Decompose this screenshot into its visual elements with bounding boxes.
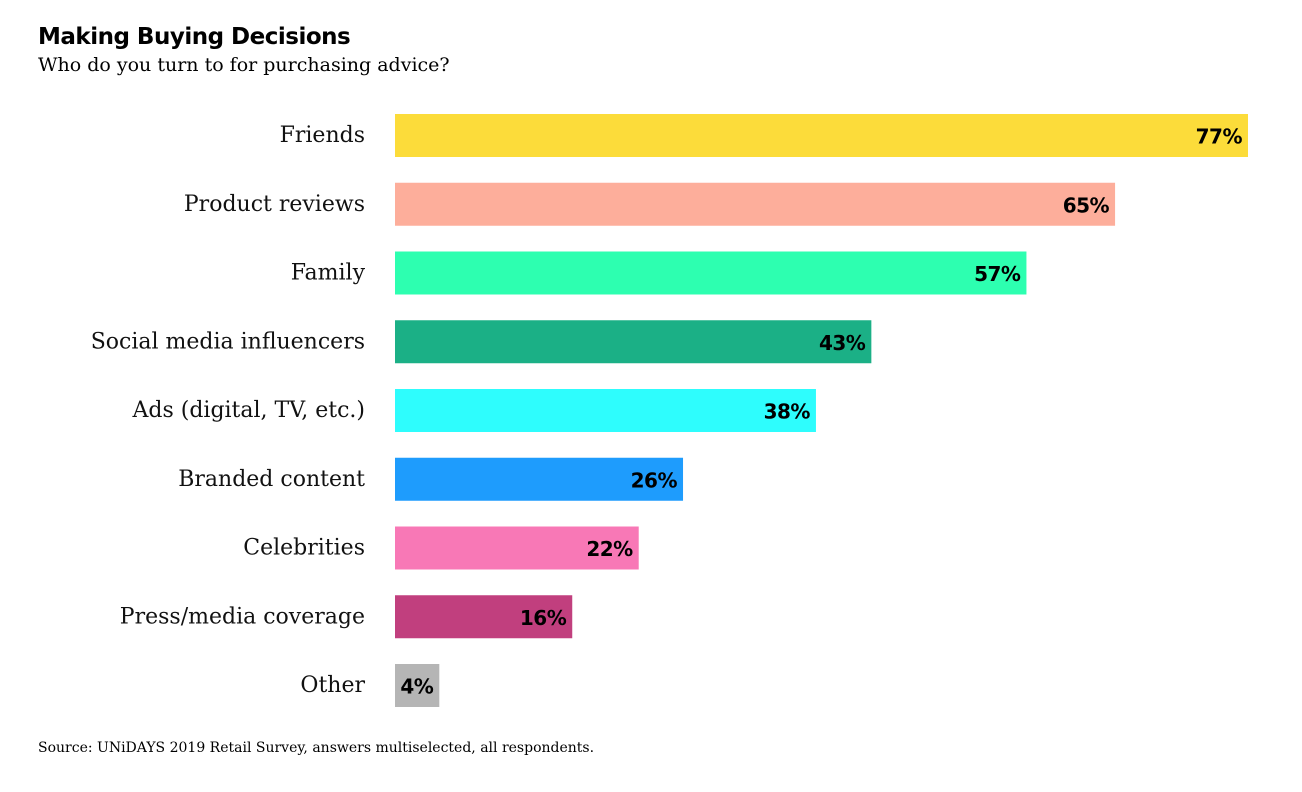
value-label: 4% [400,675,433,699]
category-label: Press/media coverage [120,604,365,629]
category-label: Product reviews [184,192,365,217]
bar [395,457,684,501]
category-label: Social media influencers [91,329,365,354]
category-label: Friends [280,123,365,148]
value-label: 43% [819,331,866,355]
category-label: Family [291,261,366,286]
category-label: Ads (digital, TV, etc.) [131,398,365,423]
bar [395,320,872,364]
value-label: 77% [1196,125,1243,149]
value-label: 38% [764,400,811,424]
category-label: Celebrities [243,536,365,561]
bar [395,664,440,707]
chart-title: Making Buying Decisions [38,24,351,50]
bar [395,595,573,639]
value-label: 57% [974,262,1021,286]
source-note: Source: UNiDAYS 2019 Retail Survey, answ… [38,740,595,756]
category-label: Branded content [178,467,365,492]
bar [395,251,1027,295]
value-label: 26% [631,468,678,492]
bar [395,114,1248,157]
bar [395,182,1116,226]
value-label: 65% [1063,193,1110,217]
bar [395,389,816,432]
bar [395,526,639,570]
value-label: 22% [586,537,633,561]
category-label: Other [300,673,365,698]
chart-subtitle: Who do you turn to for purchasing advice… [38,54,450,76]
value-label: 16% [520,606,567,630]
